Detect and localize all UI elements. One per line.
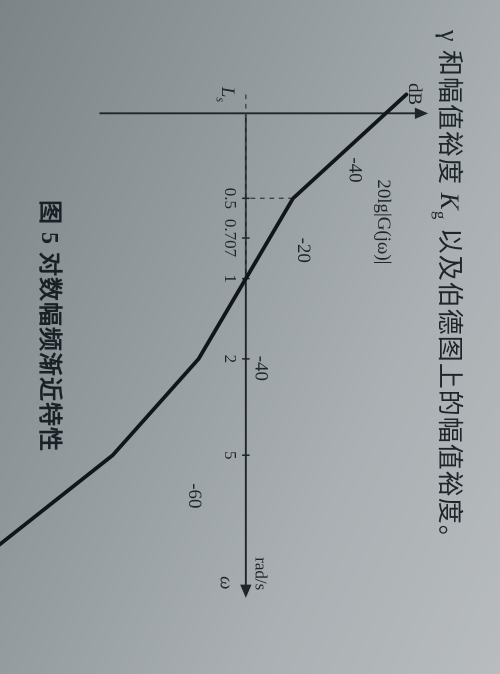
x-axis-unit: rad/s xyxy=(251,557,270,590)
slope-label: -60 xyxy=(184,483,205,508)
x-tick-label: 2 xyxy=(221,355,240,364)
x-axis-arrow xyxy=(240,585,251,598)
y-axis-arrow xyxy=(415,108,428,119)
slope-label: -40 xyxy=(250,356,271,381)
x-tick-label: 0.707 xyxy=(221,219,240,258)
x-tick-label: 5 xyxy=(221,451,240,460)
page-rotated: γ 和幅值裕度 Kg 以及伯德图上的幅值裕度。 dB 20lg|G(jω)| L… xyxy=(0,0,500,674)
x-tick-label: 1 xyxy=(221,274,240,283)
sentence-suffix: 以及伯德图上的幅值裕度。 xyxy=(435,220,464,552)
L-label: Ls xyxy=(214,86,239,103)
x-tick-label: 0.5 xyxy=(221,188,240,209)
bode-chart: dB 20lg|G(jω)| Ls rad/s ω 0.50.707125 -4… xyxy=(90,60,430,620)
dashed-lines xyxy=(246,94,293,278)
magnitude-title: 20lg|G(jω)| xyxy=(373,179,394,264)
sentence-var: K xyxy=(435,193,464,211)
chart-svg: dB 20lg|G(jω)| Ls rad/s ω 0.50.707125 -4… xyxy=(90,60,430,620)
slope-labels: -40 -20 -40 -60 xyxy=(184,157,366,508)
x-axis-symbol: ω xyxy=(215,576,236,589)
sentence-prefix: γ 和幅值裕度 xyxy=(435,30,464,193)
slope-label: -20 xyxy=(293,238,314,263)
sentence-sub: g xyxy=(431,211,450,220)
slope-label: -40 xyxy=(345,157,366,182)
context-sentence: γ 和幅值裕度 Kg 以及伯德图上的幅值裕度。 xyxy=(430,30,470,552)
figure-caption: 图 5 对数幅频渐近特性 xyxy=(35,200,70,452)
